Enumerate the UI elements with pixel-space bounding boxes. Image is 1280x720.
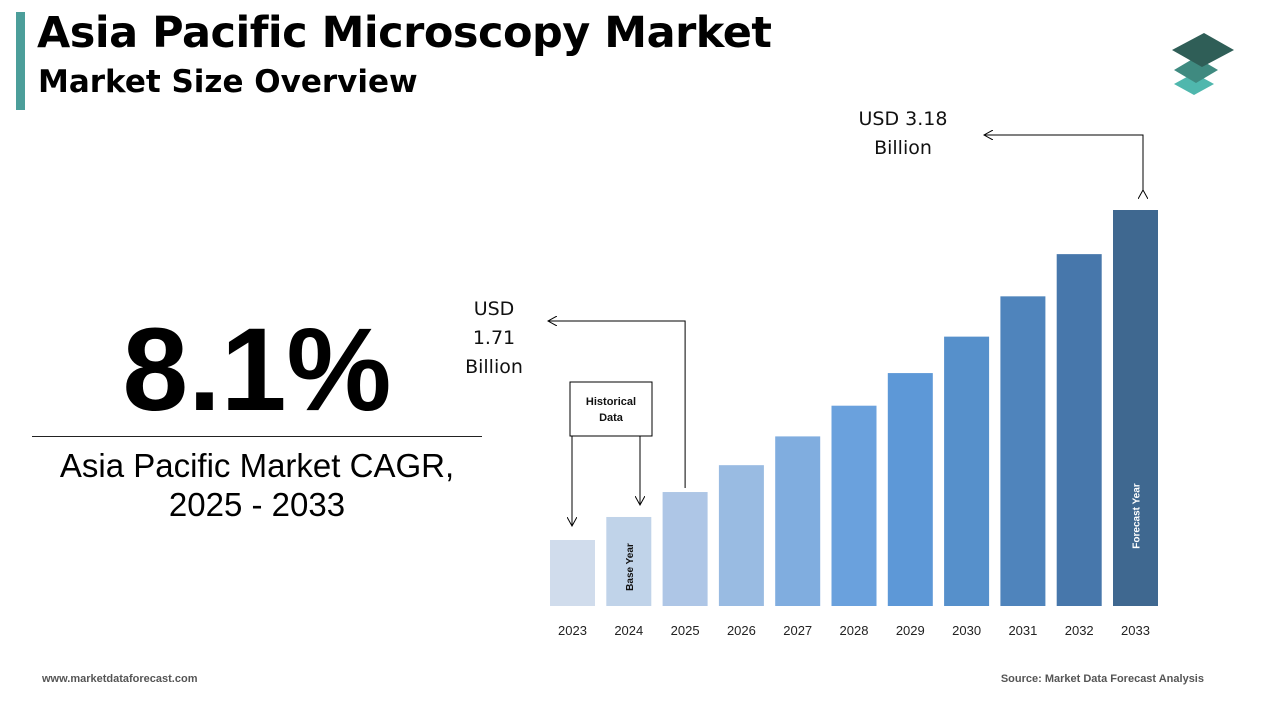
bar-2024 bbox=[606, 516, 652, 606]
annotation-2033-line2: Billion bbox=[874, 137, 932, 159]
logo-layer-bottom bbox=[1174, 73, 1214, 95]
bar-2032 bbox=[1056, 254, 1102, 606]
historical-data-box bbox=[569, 381, 653, 437]
bar-2025 bbox=[662, 492, 708, 606]
tick-label-2033: 2033 bbox=[1121, 623, 1150, 638]
tick-label-2030: 2030 bbox=[952, 623, 981, 638]
page-subtitle: Market Size Overview bbox=[38, 64, 418, 100]
cagr-value: 8.1% bbox=[122, 304, 392, 436]
tick-label-2023: 2023 bbox=[558, 623, 587, 638]
tick-label-2029: 2029 bbox=[896, 623, 925, 638]
bar-2033 bbox=[1113, 210, 1158, 606]
bar-label-2024: Base Year bbox=[625, 543, 636, 591]
bar-2026 bbox=[718, 465, 764, 606]
tick-label-2028: 2028 bbox=[840, 623, 869, 638]
annotation-arrow-2033 bbox=[984, 135, 1143, 190]
tick-label-2025: 2025 bbox=[671, 623, 700, 638]
tick-label-2026: 2026 bbox=[727, 623, 756, 638]
bar-2030 bbox=[944, 336, 990, 606]
bar-2023 bbox=[550, 540, 595, 606]
bar-label-2033: Forecast Year bbox=[1132, 483, 1143, 549]
footer-website: www.marketdataforecast.com bbox=[42, 673, 198, 685]
cagr-label-line1: Asia Pacific Market CAGR, bbox=[59, 447, 455, 484]
page-title: Asia Pacific Microscopy Market bbox=[37, 8, 772, 58]
annotation-arrow-2025 bbox=[548, 321, 686, 489]
bar-2028 bbox=[831, 405, 877, 606]
annotation-2033-line1: USD 3.18 bbox=[859, 108, 948, 130]
cagr-label-line2: 2025 - 2033 bbox=[168, 486, 346, 523]
tick-label-2024: 2024 bbox=[614, 623, 643, 638]
tick-label-2027: 2027 bbox=[783, 623, 812, 638]
annotation-2025-line3: Billion bbox=[465, 356, 523, 378]
tick-label-2032: 2032 bbox=[1065, 623, 1094, 638]
bar-2027 bbox=[775, 436, 821, 606]
tick-label-2031: 2031 bbox=[1008, 623, 1037, 638]
bar-2029 bbox=[887, 373, 933, 606]
bar-2031 bbox=[1000, 296, 1046, 606]
stacked-layers-icon bbox=[1172, 33, 1234, 95]
cagr-label: Asia Pacific Market CAGR, 2025 - 2033 bbox=[32, 446, 482, 524]
logo-layer-top bbox=[1172, 33, 1234, 67]
annotation-2025-line1: USD bbox=[474, 298, 515, 320]
title-accent-bar bbox=[16, 12, 25, 110]
historical-data-line1: Historical bbox=[586, 396, 636, 408]
cagr-divider bbox=[32, 436, 482, 437]
annotation-2025-line2: 1.71 bbox=[473, 327, 515, 349]
footer-source: Source: Market Data Forecast Analysis bbox=[1000, 673, 1204, 685]
historical-data-line2: Data bbox=[599, 412, 624, 424]
